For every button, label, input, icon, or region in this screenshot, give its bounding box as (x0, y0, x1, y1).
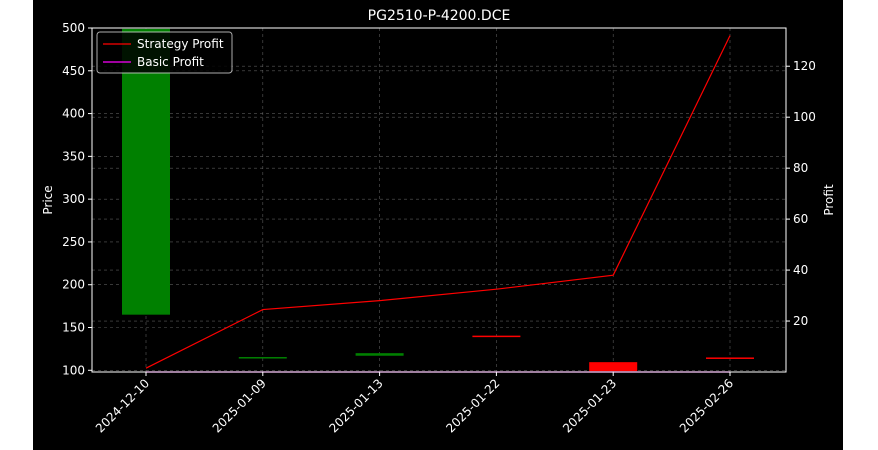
profit-tick-label-2: 60 (793, 212, 808, 226)
price-tick-label-7: 450 (62, 64, 85, 78)
y-axis-label-price: Price (41, 185, 55, 214)
profit-tick-label-0: 20 (793, 314, 808, 328)
price-tick-label-8: 500 (62, 21, 85, 35)
legend-label-basic-profit: Basic Profit (137, 55, 204, 69)
profit-tick-label-5: 120 (793, 59, 816, 73)
y-axis-label-profit: Profit (822, 184, 836, 216)
price-tick-label-2: 200 (62, 278, 85, 292)
price-tick-label-5: 350 (62, 149, 85, 163)
profit-axis: 20 40 60 80 100 120 (786, 59, 816, 328)
candlestick-bars (122, 28, 754, 372)
price-tick-label-4: 300 (62, 192, 85, 206)
price-tick-label-1: 150 (62, 321, 85, 335)
candle-2025-02-26 (706, 357, 754, 359)
plot-frame (91, 27, 787, 373)
candle-2025-01-22 (472, 335, 521, 338)
candle-2025-01-09 (238, 357, 287, 359)
series-line-strategy-profit (145, 35, 731, 369)
legend: Strategy Profit Basic Profit (96, 31, 233, 74)
price-axis: 100 150 200 250 300 350 400 450 500 (62, 21, 92, 377)
legend-label-strategy-profit: Strategy Profit (137, 37, 224, 51)
price-tick-label-6: 400 (62, 107, 85, 121)
profit-tick-label-3: 80 (793, 161, 808, 175)
legend-box (96, 31, 233, 74)
candle-2025-01-13 (355, 353, 404, 356)
price-tick-label-0: 100 (62, 363, 85, 377)
chart-title: PG2510-P-4200.DCE (368, 8, 511, 24)
profit-tick-label-4: 100 (793, 110, 816, 124)
price-tick-label-3: 250 (62, 235, 85, 249)
profit-tick-label-1: 40 (793, 263, 808, 277)
candle-2024-12-10 (122, 28, 170, 315)
candle-2025-01-23 (589, 362, 638, 372)
